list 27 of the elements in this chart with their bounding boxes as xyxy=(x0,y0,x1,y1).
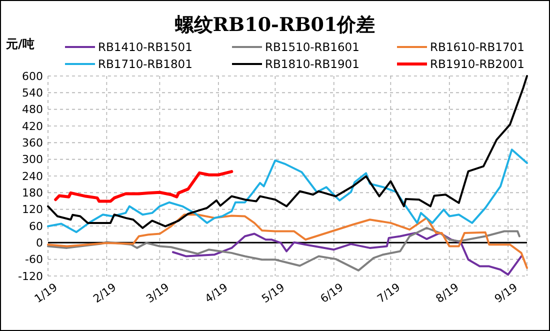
y-tick-label: 540 xyxy=(22,86,43,100)
y-tick-label: 60 xyxy=(29,220,43,233)
y-tick-label: 180 xyxy=(22,186,43,200)
y-tick-label: 240 xyxy=(22,170,43,183)
x-tick-label: 7/19 xyxy=(374,280,403,306)
line-series xyxy=(54,170,234,203)
chart-title: 螺纹RB10-RB01价差 xyxy=(174,14,376,36)
x-tick-label: 4/19 xyxy=(202,280,230,306)
line-series xyxy=(172,232,522,276)
legend-label: RB1410-RB1501 xyxy=(98,40,192,54)
x-tick-label: 8/19 xyxy=(434,280,462,306)
legend-label: RB1710-RB1801 xyxy=(98,57,192,72)
legend-label: RB1510-RB1601 xyxy=(265,40,360,54)
y-tick-label: -120 xyxy=(18,270,43,283)
y-tick-label: 0 xyxy=(36,236,43,250)
legend-label: RB1810-RB1901 xyxy=(265,57,360,72)
y-axis-title: 元/吨 xyxy=(5,37,34,51)
y-tick-label: 600 xyxy=(22,70,43,83)
y-tick-label: 120 xyxy=(22,203,43,216)
y-tick-label: 300 xyxy=(22,153,43,166)
y-tick-label: 420 xyxy=(22,120,43,133)
x-tick-label: 6/19 xyxy=(318,280,346,306)
y-tick-label: -60 xyxy=(25,253,43,266)
legend-label: RB1910-RB2001 xyxy=(430,57,524,72)
y-tick-label: 360 xyxy=(22,136,43,150)
y-tick-label: 480 xyxy=(22,103,43,116)
legend-label: RB1610-RB1701 xyxy=(430,40,524,54)
